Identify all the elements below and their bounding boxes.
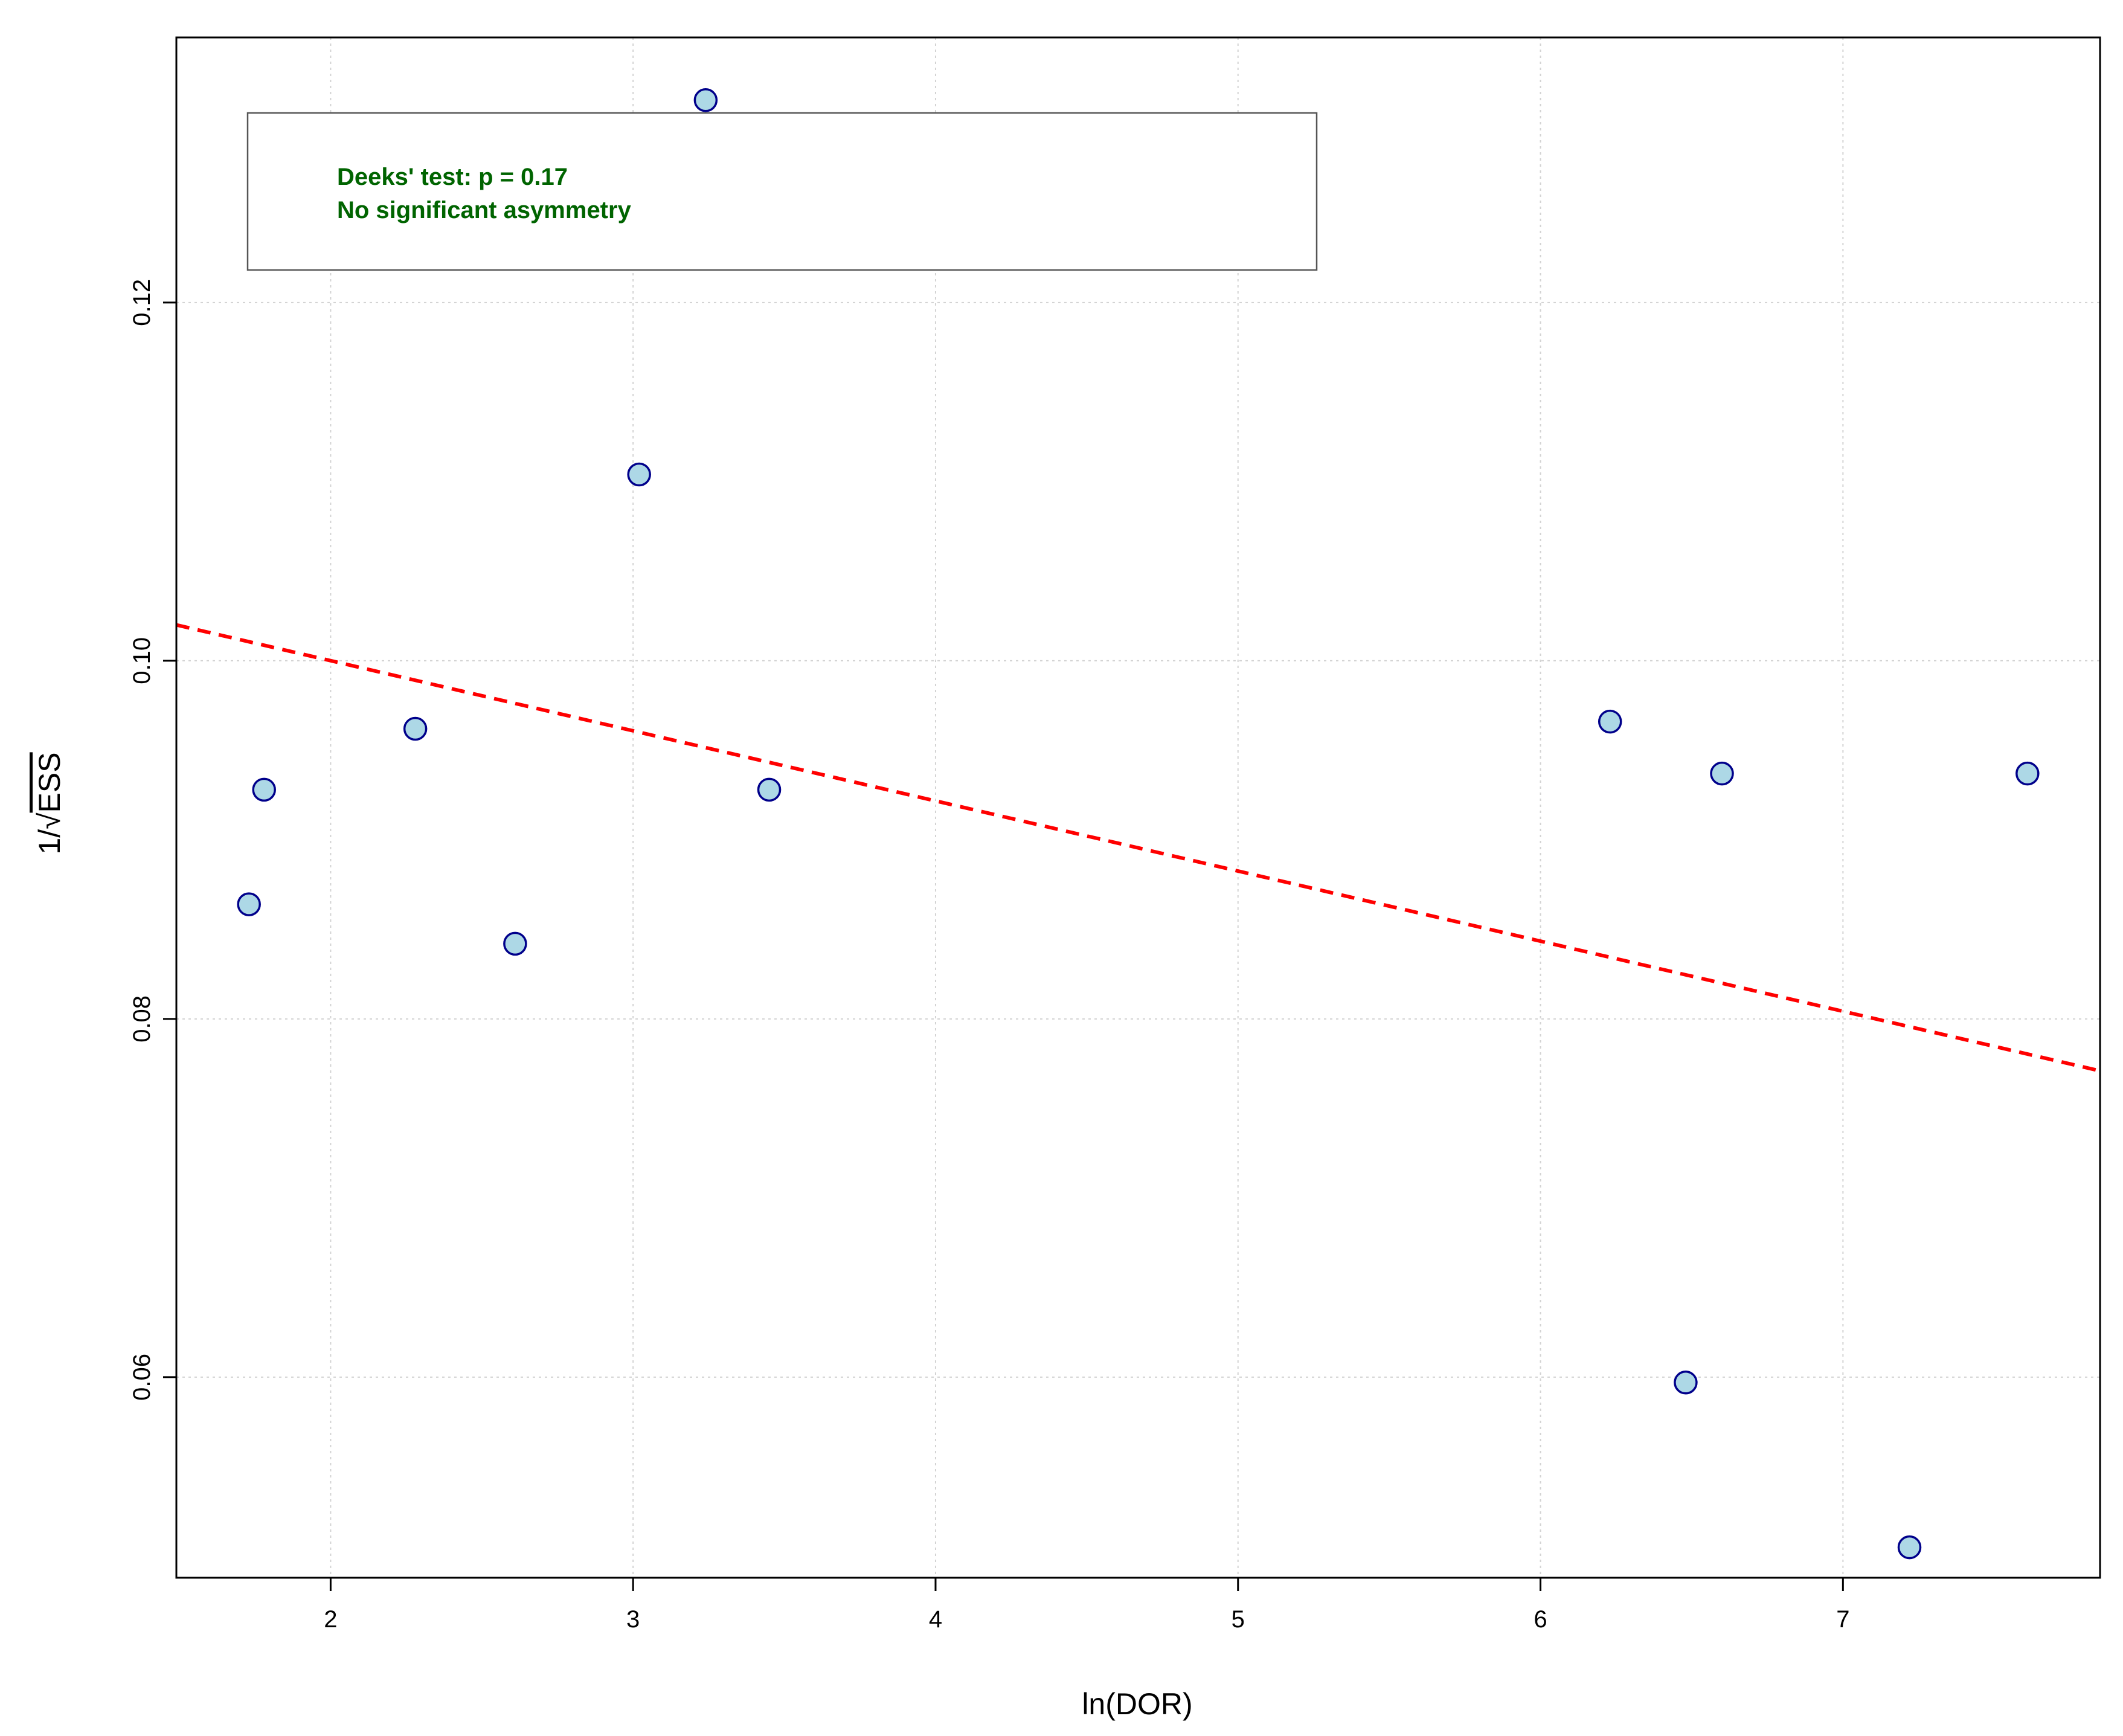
x-tick-label: 3 [626, 1606, 640, 1633]
data-point [403, 716, 428, 741]
y-axis-label-prefix: 1/ [33, 829, 66, 855]
x-tick-label: 5 [1232, 1606, 1245, 1633]
grid-layer [176, 37, 2100, 1578]
data-point [1674, 1371, 1698, 1395]
data-point [237, 892, 261, 916]
y-tick-label: 0.08 [129, 995, 155, 1043]
regression-line-layer [176, 623, 2101, 1073]
y-axis-label: 1/√ESS [33, 752, 66, 854]
y-axis-label-text: 1/√ESS [33, 752, 66, 854]
data-point [1897, 1535, 1922, 1560]
x-axis-label: ln(DOR) [1082, 1687, 1192, 1721]
data-point [757, 777, 782, 802]
y-axis-label-sqrt-term: ESS [33, 752, 66, 812]
x-tick-label: 2 [324, 1606, 337, 1633]
plot-frame [175, 36, 2101, 1579]
x-tick-label: 7 [1836, 1606, 1849, 1633]
data-point [1598, 709, 1622, 734]
data-point [252, 777, 276, 802]
data-point [2015, 761, 2040, 786]
annotation-frame [246, 112, 1318, 271]
x-tick-label: 4 [929, 1606, 942, 1633]
data-point [1710, 761, 1734, 786]
data-point [503, 931, 527, 956]
annotation-box: Deeks' test: p = 0.17 No significant asy… [246, 112, 1318, 271]
y-tick-label: 0.06 [129, 1354, 155, 1401]
annotation-line-2: No significant asymmetry [337, 197, 632, 223]
sqrt-symbol: √ [33, 812, 66, 829]
y-tick-label: 0.10 [129, 637, 155, 684]
regression-line [176, 623, 2101, 1073]
y-tick-label: 0.12 [129, 279, 155, 326]
data-points-layer [237, 88, 2040, 1560]
x-tick-label: 6 [1534, 1606, 1547, 1633]
data-point [693, 88, 718, 112]
axis-layer: 2 3 4 5 6 7 0.06 0.08 0.10 0.12 [129, 279, 1849, 1633]
annotation-line-1: Deeks' test: p = 0.17 [337, 164, 568, 190]
data-point [627, 462, 651, 487]
